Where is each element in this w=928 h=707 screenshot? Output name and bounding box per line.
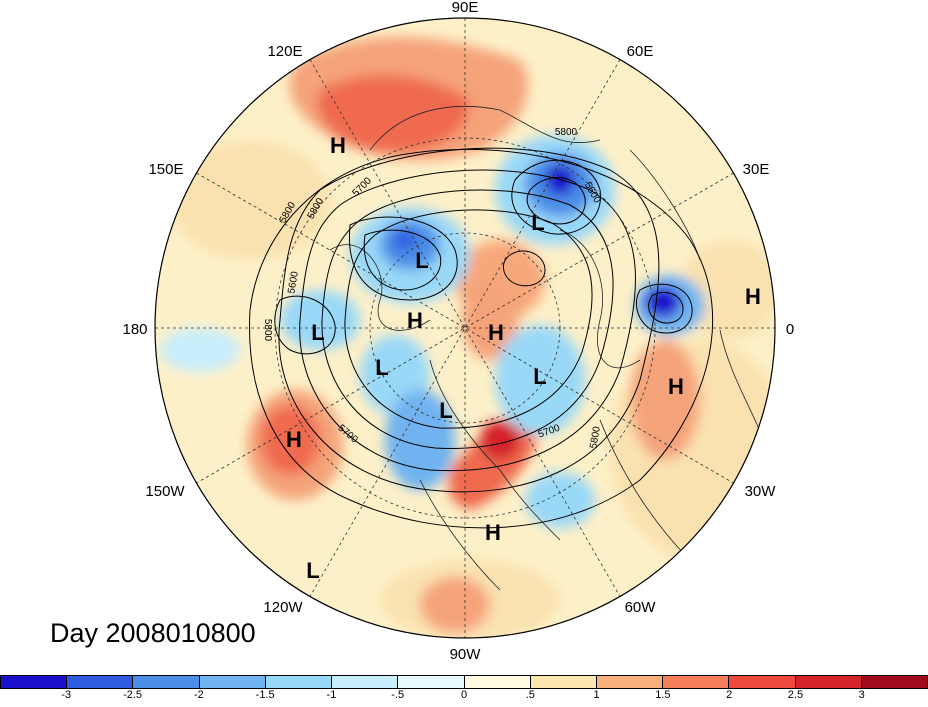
colorbar-tick-label: 3 bbox=[858, 689, 865, 701]
colorbar-tick-label: 2 bbox=[726, 689, 733, 701]
colorbar-tick-label: 0 bbox=[460, 689, 468, 701]
lon-label-90e: 90E bbox=[452, 0, 479, 16]
colorbar-tick-label: 1.5 bbox=[655, 689, 671, 701]
contour-label: 5800 bbox=[588, 425, 603, 449]
lon-label-0: 0 bbox=[786, 321, 794, 338]
colorbar-swatch bbox=[861, 676, 928, 688]
colorbar-tick-label: -.5 bbox=[391, 689, 405, 701]
low-pressure-marker: L bbox=[415, 248, 428, 273]
colorbar-tick-label: -2.5 bbox=[123, 689, 143, 701]
colorbar-tick-label: -1.5 bbox=[255, 689, 275, 701]
anomaly-field bbox=[155, 18, 775, 638]
high-pressure-marker: H bbox=[488, 320, 504, 345]
lon-label-150w: 150W bbox=[145, 483, 185, 500]
low-pressure-marker: L bbox=[533, 364, 546, 389]
lon-label-30e: 30E bbox=[743, 161, 770, 178]
lon-label-90w: 90W bbox=[450, 646, 482, 663]
high-pressure-marker: H bbox=[745, 284, 761, 309]
low-pressure-marker: L bbox=[531, 210, 544, 235]
colorbar-swatch bbox=[464, 676, 531, 688]
high-pressure-marker: H bbox=[485, 520, 501, 545]
colorbar-tick-label: .5 bbox=[525, 689, 535, 701]
colorbar-swatch bbox=[663, 676, 730, 688]
globe-outline bbox=[154, 17, 776, 639]
colorbar-tick-label: -1 bbox=[326, 689, 337, 701]
contour-label: 5600 bbox=[286, 270, 301, 294]
colorbar bbox=[0, 675, 928, 689]
colorbar-tick-label: -3 bbox=[61, 689, 72, 701]
lon-label-30w: 30W bbox=[745, 483, 777, 500]
low-pressure-marker: L bbox=[306, 558, 319, 583]
colorbar-labels: -3 -2.5 -2 -1.5 -1 -.5 0 .5 1 1.5 2 2.5 3 bbox=[0, 689, 928, 702]
contour-label: 5800 bbox=[262, 319, 273, 342]
high-pressure-marker: H bbox=[407, 308, 423, 333]
lon-label-120e: 120E bbox=[267, 43, 302, 60]
colorbar-swatch bbox=[133, 676, 200, 688]
colorbar-tick-label: 2.5 bbox=[787, 689, 804, 701]
colorbar-tick-label: -2 bbox=[193, 689, 204, 701]
colorbar-tick-label: 1 bbox=[593, 689, 600, 701]
high-pressure-marker: H bbox=[330, 133, 346, 158]
colorbar-swatch bbox=[530, 676, 597, 688]
high-pressure-marker: H bbox=[668, 374, 684, 399]
colorbar-swatch bbox=[265, 676, 333, 688]
lon-label-120w: 120W bbox=[263, 599, 303, 616]
lon-label-60e: 60E bbox=[627, 43, 654, 60]
colorbar-swatch bbox=[199, 676, 266, 688]
day-label: Day 2008010800 bbox=[50, 618, 256, 648]
colorbar-swatch bbox=[729, 676, 796, 688]
high-pressure-marker: H bbox=[286, 427, 302, 452]
colorbar-swatch bbox=[67, 676, 134, 688]
colorbar-swatch bbox=[332, 676, 399, 688]
lon-label-150e: 150E bbox=[148, 161, 183, 178]
colorbar-swatch bbox=[398, 676, 465, 688]
lon-label-60w: 60W bbox=[625, 599, 657, 616]
colorbar-swatch bbox=[596, 676, 664, 688]
colorbar-swatch bbox=[795, 676, 862, 688]
low-pressure-marker: L bbox=[375, 355, 388, 380]
contour-label: 5800 bbox=[555, 127, 578, 138]
low-pressure-marker: L bbox=[311, 320, 324, 345]
lon-label-180: 180 bbox=[122, 321, 147, 338]
low-pressure-marker: L bbox=[439, 398, 452, 423]
colorbar-swatch bbox=[1, 676, 68, 688]
